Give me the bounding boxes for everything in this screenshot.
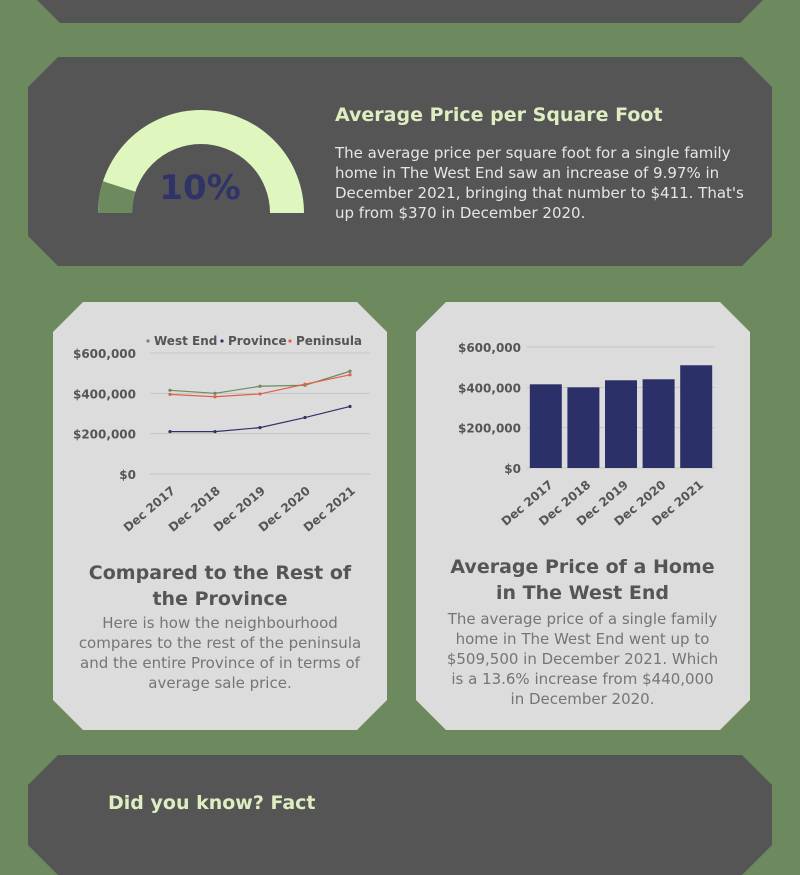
comparison-title: Compared to the Rest of the Province [88, 562, 352, 610]
home-price-title: Average Price of a Home in The West End [450, 556, 715, 604]
bar [680, 365, 713, 468]
data-point [348, 373, 352, 377]
legend-marker [146, 339, 150, 343]
y-tick-label: $600,000 [458, 341, 521, 355]
percent-gauge [98, 110, 304, 214]
legend-label: Peninsula [296, 334, 362, 348]
data-point [168, 392, 172, 396]
price-per-sqft-text: The average price per square foot for a … [335, 144, 744, 222]
y-tick-label: $600,000 [73, 347, 136, 361]
bottom-band [28, 755, 772, 875]
data-point [258, 426, 262, 430]
legend-label: Province [228, 334, 287, 348]
data-point [213, 430, 217, 434]
home-price-text: The average price of a single family hom… [446, 610, 719, 708]
gauge-fill [98, 181, 136, 214]
top-band [30, 0, 770, 23]
y-tick-label: $400,000 [458, 381, 521, 395]
price-per-sqft-title: Average Price per Square Foot [335, 104, 663, 126]
bar [605, 380, 637, 468]
bar [529, 384, 562, 468]
comparison-text: Here is how the neighbourhood compares t… [78, 614, 362, 692]
y-tick-label: $0 [119, 468, 136, 482]
legend-marker [220, 339, 224, 343]
y-tick-label: $400,000 [73, 387, 136, 401]
data-point [303, 382, 307, 386]
bottom-band-title: Did you know? Fact [108, 792, 316, 814]
data-point [168, 430, 172, 434]
y-tick-label: $0 [504, 462, 521, 476]
data-point [168, 388, 172, 392]
data-point [213, 391, 217, 395]
legend-marker [288, 339, 292, 343]
gauge-value: 10% [159, 168, 241, 208]
bar [642, 379, 675, 468]
y-tick-label: $200,000 [458, 422, 521, 436]
data-point [213, 395, 217, 399]
data-point [258, 384, 262, 388]
y-tick-label: $200,000 [73, 428, 136, 442]
legend-label: West End [154, 334, 217, 348]
data-point [348, 404, 352, 409]
bar [567, 387, 600, 468]
data-point [258, 392, 262, 396]
gauge-track [98, 110, 304, 214]
data-point [303, 415, 307, 420]
comparison-panel [53, 302, 387, 730]
data-point [348, 369, 352, 373]
